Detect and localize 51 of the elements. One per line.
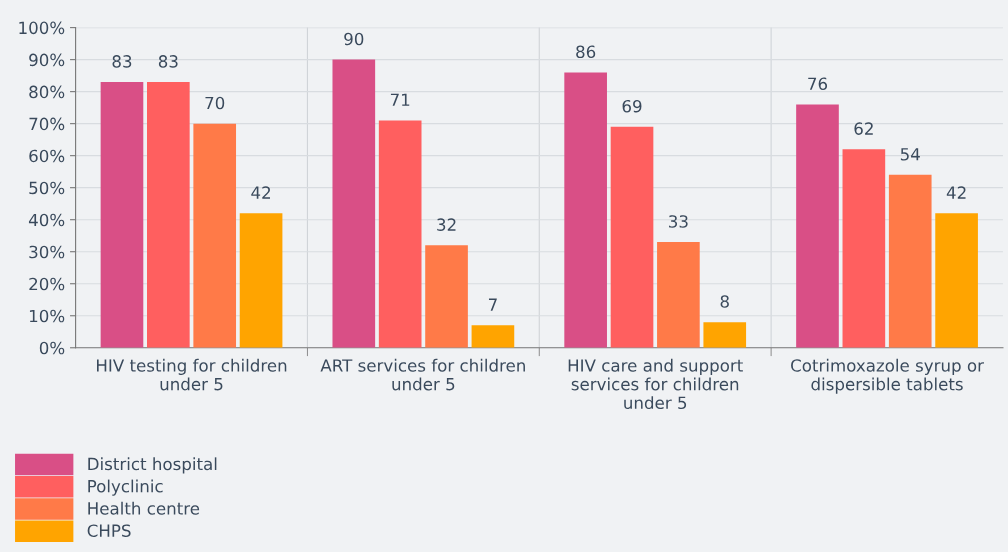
y-tick-label: 10% (29, 309, 65, 323)
y-tick-label: 90% (29, 53, 65, 67)
data-label: 42 (946, 186, 966, 199)
bar (703, 322, 747, 348)
y-tick-label: 70% (29, 117, 65, 131)
x-tick-label: HIV testing for children under 5 (97, 358, 287, 391)
data-label: 83 (112, 55, 132, 68)
bar (425, 245, 468, 348)
data-label: 42 (251, 186, 271, 199)
bar (888, 174, 932, 348)
data-label: 86 (576, 45, 596, 59)
data-label: 71 (390, 93, 410, 106)
bar (332, 59, 376, 348)
y-tick-label: 0% (39, 341, 65, 355)
data-label: 69 (622, 99, 642, 113)
bar (796, 104, 839, 348)
bar (471, 325, 515, 348)
bar (657, 242, 700, 348)
bar (610, 126, 654, 348)
bar (147, 82, 190, 348)
y-tick-label: 40% (28, 213, 65, 227)
y-tick-label: 60% (29, 149, 65, 163)
data-label: 76 (808, 77, 828, 91)
bar (239, 213, 283, 348)
data-label: 33 (669, 215, 688, 228)
data-label: 70 (205, 96, 225, 110)
legend-label: CHPS (87, 524, 131, 537)
bar (564, 72, 607, 348)
x-tick-label: HIV care and support services for children under 5 (568, 358, 743, 410)
y-tick-label: 80% (29, 85, 65, 99)
data-label: 54 (900, 148, 920, 161)
legend-label: District hospital (88, 457, 217, 474)
y-tick-label: 50% (29, 181, 65, 195)
bar (378, 120, 422, 348)
data-label: 62 (854, 122, 873, 135)
y-tick-label: 20% (29, 277, 65, 291)
bar (842, 149, 886, 348)
x-tick-label: ART services for children under 5 (320, 358, 525, 391)
data-label: 32 (437, 218, 456, 231)
data-label: 7 (488, 298, 497, 311)
y-tick-label: 100% (19, 21, 65, 35)
legend-label: Health centre (88, 501, 200, 515)
bar (193, 123, 237, 348)
data-label: 83 (158, 55, 178, 68)
bar (100, 82, 144, 348)
y-tick-label: 30% (29, 245, 65, 259)
legend-label: Polyclinic (88, 479, 163, 496)
bar (935, 213, 978, 348)
x-tick-label: Cotrimoxazole syrup or dispersible tablets (791, 358, 984, 394)
data-label: 8 (720, 295, 729, 308)
data-label: 90 (344, 32, 364, 46)
